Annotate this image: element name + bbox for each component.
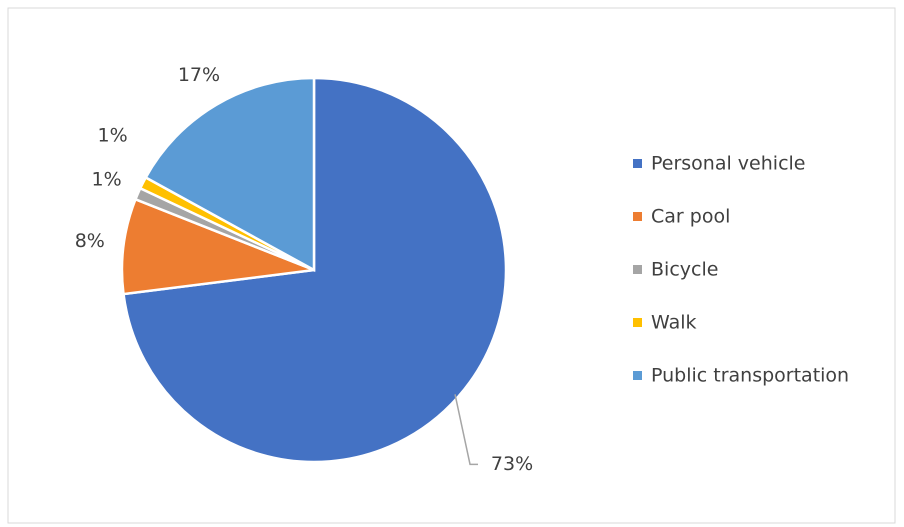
pie-slice bbox=[120, 197, 315, 296]
data-label: 8% bbox=[75, 230, 105, 252]
data-label: 1% bbox=[98, 125, 128, 147]
legend-label: Bicycle bbox=[651, 259, 718, 281]
legend-swatch bbox=[633, 159, 642, 168]
legend-swatch bbox=[633, 318, 642, 327]
legend-label: Car pool bbox=[651, 206, 730, 228]
leader-line bbox=[454, 394, 479, 466]
legend-label: Personal vehicle bbox=[651, 153, 805, 175]
legend-label: Public transportation bbox=[651, 365, 849, 387]
legend-swatch bbox=[633, 371, 642, 380]
legend-swatch bbox=[633, 212, 642, 221]
legend-swatch bbox=[633, 265, 642, 274]
data-label: 17% bbox=[178, 64, 220, 86]
pie-slice bbox=[144, 76, 316, 273]
data-label: 1% bbox=[92, 169, 122, 191]
data-label: 73% bbox=[491, 453, 533, 475]
legend-label: Walk bbox=[651, 312, 697, 334]
